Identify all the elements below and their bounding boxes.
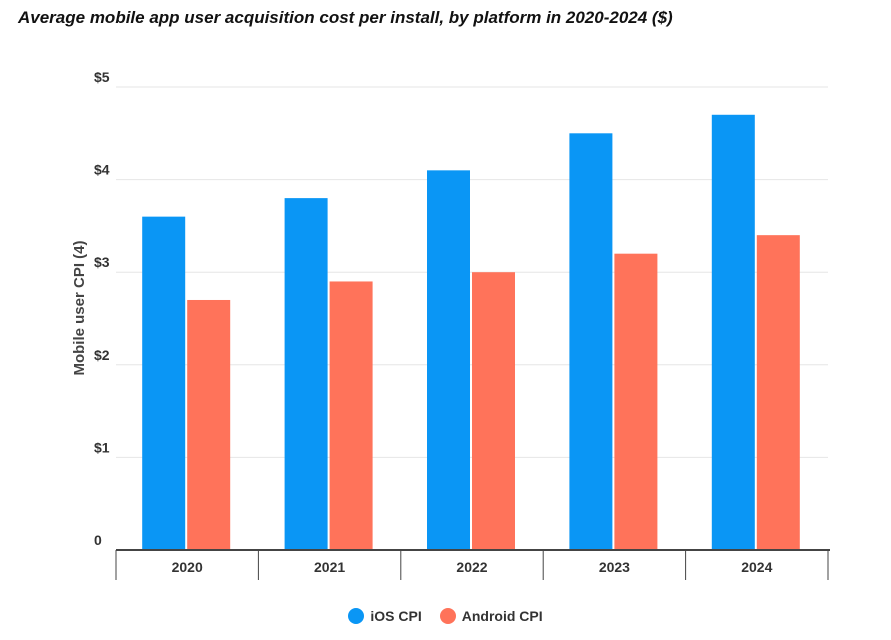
bar-android-2022[interactable] <box>472 272 515 550</box>
legend-label-ios: iOS CPI <box>370 608 422 624</box>
y-tick-label-1: $1 <box>94 439 110 455</box>
y-axis-label: Mobile user CPI (4) <box>71 240 88 375</box>
x-tick-label-2023: 2023 <box>599 559 630 575</box>
legend-item-android[interactable]: Android CPI <box>439 608 543 624</box>
x-tick-label-2022: 2022 <box>456 559 487 575</box>
y-tick-label-5: $5 <box>94 69 110 85</box>
bar-android-2023[interactable] <box>614 253 658 550</box>
bars <box>142 114 800 551</box>
bar-ios-2020[interactable] <box>142 216 186 550</box>
x-tick-label-2020: 2020 <box>172 559 203 575</box>
x-tick-label-2024: 2024 <box>741 559 772 575</box>
legend: iOS CPI Android CPI <box>0 608 891 624</box>
y-tick-label-0: 0 <box>94 532 102 548</box>
legend-swatch-android <box>439 608 456 624</box>
y-axis-ticks: 0 $1 $2 $3 $4 $5 <box>94 69 110 548</box>
bar-android-2020[interactable] <box>187 299 231 550</box>
legend-item-ios[interactable]: iOS CPI <box>348 608 422 624</box>
legend-label-android: Android CPI <box>461 608 543 624</box>
y-tick-label-4: $4 <box>94 162 110 178</box>
bar-android-2021[interactable] <box>329 281 373 550</box>
bar-ios-2022[interactable] <box>427 170 470 550</box>
y-tick-label-3: $3 <box>94 254 110 270</box>
bar-chart: 0 $1 $2 $3 $4 $5 2020 2021 2022 2023 2024 Mobile … <box>71 69 830 580</box>
x-tick-label-2021: 2021 <box>314 559 345 575</box>
bar-ios-2023[interactable] <box>569 133 613 551</box>
chart-title: Average mobile app user acquisition cost… <box>18 8 673 27</box>
legend-swatch-ios <box>348 608 365 624</box>
y-tick-label-2: $2 <box>94 347 110 363</box>
bar-android-2024[interactable] <box>756 235 800 550</box>
x-axis: 2020 2021 2022 2023 2024 <box>115 549 830 580</box>
bar-ios-2021[interactable] <box>284 198 328 550</box>
bar-ios-2024[interactable] <box>711 114 755 550</box>
